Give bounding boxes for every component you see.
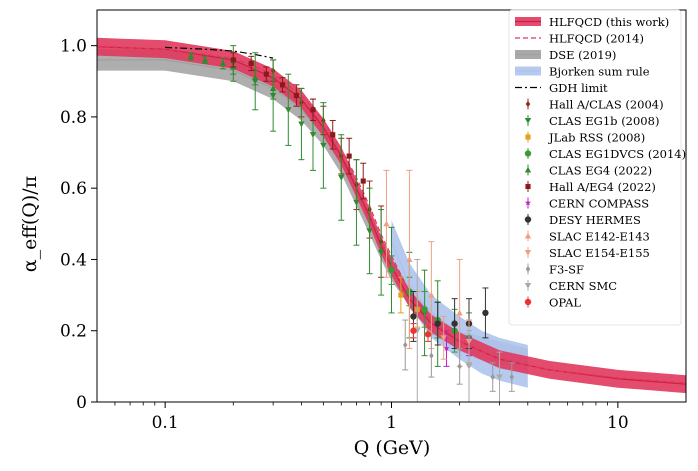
- legend-label-opal: OPAL: [549, 296, 581, 310]
- point-clas-eg1dvcs-2014-0: [388, 266, 395, 274]
- point-f3-sf-0: [402, 341, 408, 349]
- legend-label-slac-e142-e143: SLAC E142-E143: [549, 230, 650, 244]
- legend-label-f3-sf: F3-SF: [549, 263, 584, 277]
- legend-label-dse-2019: DSE (2019): [549, 48, 616, 62]
- legend-label-jlab-rss-2008: JLab RSS (2008): [548, 131, 645, 145]
- point-cern-smc-2: [496, 374, 503, 381]
- point-slac-e154-e155-0: [440, 335, 447, 342]
- point-desy-hermes-4: [482, 309, 489, 317]
- point-clas-eg1b-2008-10: [377, 249, 385, 256]
- point-f3-sf-3: [490, 373, 495, 381]
- point-slac-e142-e143-2: [428, 291, 435, 298]
- plot-inner: ★★: [97, 37, 686, 402]
- point-hall-a-eg4-2022-5: [310, 107, 316, 113]
- point-hall-a-eg4-2022-1: [248, 60, 254, 67]
- legend-label-gdh-limit: GDH limit: [549, 81, 608, 95]
- curve-line-gdh-limit: [165, 46, 274, 59]
- legend-marker-clas-eg1dvcs-2014: [524, 150, 532, 157]
- y-axis-ticks: 0 0.2 0.4 0.6 0.8 1.0: [60, 37, 97, 413]
- legend-marker-jlab-rss-2008: [525, 134, 531, 140]
- point-hall-a-eg4-2022-0: [230, 57, 236, 63]
- y-tick-label-2: 0.4: [60, 250, 87, 270]
- point-clas-eg1b-2008-7: [338, 174, 345, 181]
- y-tick-label-5: 1.0: [60, 37, 87, 57]
- series-opal: [410, 323, 432, 342]
- point-f3-sf-1: [429, 352, 434, 359]
- legend-marker-f3-sf: [525, 265, 531, 273]
- point-desy-hermes-0: [410, 313, 417, 320]
- legend-label-slac-e154-e155: SLAC E154-E155: [549, 246, 650, 260]
- y-tick-label-4: 0.8: [60, 108, 87, 128]
- point-jlab-rss-2008-0: [398, 292, 404, 298]
- curve-band-bjorken-sum-rule: [391, 220, 528, 388]
- y-axis-title: α_eff(Q)/π: [19, 176, 41, 272]
- point-cern-smc-1: [465, 363, 473, 370]
- point-hall-a-eg4-2022-3: [279, 82, 286, 88]
- point-clas-eg1b-2008-9: [366, 228, 373, 235]
- legend-label-bjorken-sum-rule: Bjorken sum rule: [549, 65, 650, 79]
- y-tick-label-3: 0.6: [60, 179, 87, 199]
- legend-label-clas-eg1b-2008: CLAS EG1b (2008): [549, 114, 659, 128]
- point-cern-compass-0: ★: [443, 343, 450, 353]
- point-hall-a-eg4-2022-6: [330, 132, 336, 138]
- point-f3-sf-4: [509, 373, 515, 381]
- point-clas-eg1dvcs-2014-2: [421, 306, 428, 313]
- point-clas-eg4-2022-1: [201, 56, 209, 63]
- legend-label-desy-hermes: DESY HERMES: [549, 213, 641, 227]
- point-clas-eg4-2022-4: [252, 74, 259, 81]
- point-f3-sf-2: [457, 363, 462, 370]
- point-opal-0: [410, 327, 417, 334]
- legend-marker-cern-compass: ★: [524, 198, 531, 208]
- legend-marker-slac-e154-e155: [524, 249, 532, 256]
- point-desy-hermes-1: [434, 320, 441, 327]
- legend-label-cern-smc: CERN SMC: [549, 279, 617, 293]
- point-slac-e142-e143-3: [456, 309, 463, 316]
- x-axis-ticks: 0.1 1 10: [114, 402, 629, 433]
- legend-marker-cern-smc: [524, 282, 532, 289]
- point-slac-e142-e143-0: [383, 220, 390, 227]
- legend-marker-hall-a-clas-2004: [525, 100, 531, 108]
- point-clas-eg4-2022-0: [187, 53, 195, 59]
- series-hall-a-eg4-2022: [230, 52, 367, 200]
- legend-marker-hall-a-eg4-2022: [525, 183, 531, 190]
- legend-label-clas-eg1dvcs-2014: CLAS EG1DVCS (2014): [549, 147, 686, 161]
- point-desy-hermes-2: [451, 320, 458, 327]
- legend-marker-desy-hermes: [524, 216, 532, 223]
- x-tick-label-1: 1: [386, 413, 397, 433]
- legend-label-hlfqcd-this-work: HLFQCD (this work): [549, 15, 669, 29]
- legend-marker-clas-eg1b-2008: [524, 117, 532, 124]
- point-clas-eg1b-2008-8: [353, 199, 360, 206]
- point-clas-eg1b-2008-6: [320, 142, 327, 149]
- point-hall-a-eg4-2022-2: [263, 71, 269, 77]
- legend-label-cern-compass: CERN COMPASS: [549, 197, 649, 211]
- point-hall-a-eg4-2022-7: [346, 153, 352, 159]
- point-clas-eg1b-2008-4: [298, 121, 305, 128]
- legend-marker-slac-e142-e143: [524, 232, 532, 239]
- point-clas-eg1b-2008-3: [285, 107, 292, 113]
- legend-marker-opal: [524, 298, 532, 306]
- legend-label-hall-a-eg4-2022: Hall A/EG4 (2022): [549, 180, 656, 194]
- legend-label-hall-a-clas-2004: Hall A/CLAS (2004): [549, 98, 664, 112]
- point-opal-1: [424, 331, 432, 338]
- point-slac-e142-e143-1: [406, 256, 413, 263]
- legend-label-hlfqcd-2014: HLFQCD (2014): [549, 32, 644, 46]
- legend: HLFQCD (this work) HLFQCD (2014) DSE (2019…: [508, 9, 686, 326]
- point-clas-eg1b-2008-5: [309, 132, 317, 138]
- point-hall-a-eg4-2022-4: [293, 92, 299, 99]
- x-tick-label-0: 0.1: [152, 413, 179, 433]
- x-tick-label-2: 10: [607, 413, 629, 433]
- y-tick-label-0: 0: [76, 393, 87, 413]
- point-clas-eg4-2022-5: [269, 85, 277, 91]
- point-hall-a-eg4-2022-8: [360, 178, 366, 184]
- x-axis-title: Q (GeV): [354, 437, 431, 459]
- point-clas-eg4-2022-2: [219, 60, 227, 67]
- y-tick-label-1: 0.2: [60, 322, 87, 342]
- legend-box: [508, 9, 682, 326]
- legend-label-clas-eg4-2022: CLAS EG4 (2022): [549, 164, 652, 178]
- plot-area: ★★: [96, 9, 687, 403]
- legend-marker-clas-eg4-2022: [524, 166, 532, 173]
